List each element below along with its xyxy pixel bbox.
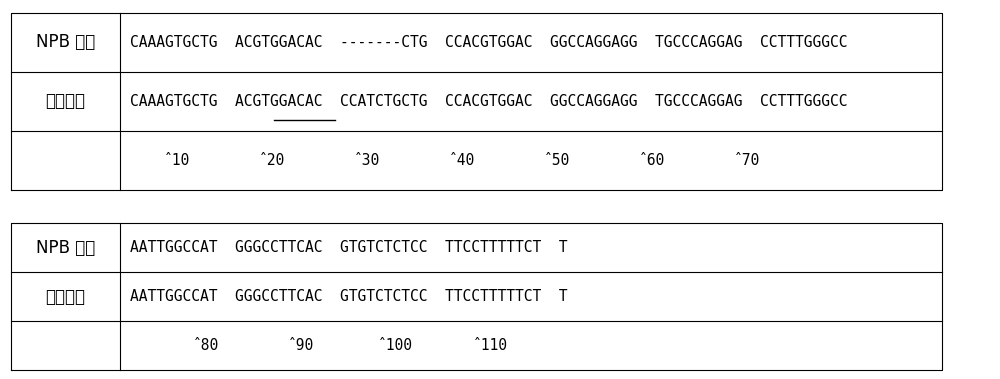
Text: ˆ30: ˆ30	[354, 152, 380, 168]
Text: 特青序列: 特青序列	[46, 288, 86, 306]
Text: ˆ80: ˆ80	[193, 338, 219, 353]
Text: CAAAGTGCTG  ACGTGGACAC  -------CTG  CCACGTGGAC  GGCCAGGAGG  TGCCCAGGAG  CCTTTGGG: CAAAGTGCTG ACGTGGACAC -------CTG CCACGTG…	[130, 34, 847, 50]
Text: ˆ90: ˆ90	[288, 338, 314, 353]
Text: ˆ20: ˆ20	[259, 152, 285, 168]
Text: ˆ60: ˆ60	[639, 152, 665, 168]
Text: NPB 序列: NPB 序列	[36, 239, 95, 257]
Text: ˆ50: ˆ50	[544, 152, 570, 168]
Text: NPB 序列: NPB 序列	[36, 33, 95, 51]
Text: CAAAGTGCTG  ACGTGGACAC  CCATCTGCTG  CCACGTGGAC  GGCCAGGAGG  TGCCCAGGAG  CCTTTGGG: CAAAGTGCTG ACGTGGACAC CCATCTGCTG CCACGTG…	[130, 94, 847, 109]
Text: ˆ10: ˆ10	[164, 152, 190, 168]
Text: ˆ110: ˆ110	[473, 338, 508, 353]
Text: ˆ40: ˆ40	[449, 152, 475, 168]
Text: ˆ100: ˆ100	[378, 338, 413, 353]
Text: 特青序列: 特青序列	[46, 92, 86, 110]
Text: ˆ70: ˆ70	[734, 152, 760, 168]
Text: AATTGGCCAT  GGGCCTTCAC  GTGTCTCTCC  TTCCTTTTTCT  T: AATTGGCCAT GGGCCTTCAC GTGTCTCTCC TTCCTTT…	[130, 289, 567, 304]
Text: AATTGGCCAT  GGGCCTTCAC  GTGTCTCTCC  TTCCTTTTTCT  T: AATTGGCCAT GGGCCTTCAC GTGTCTCTCC TTCCTTT…	[130, 240, 567, 255]
